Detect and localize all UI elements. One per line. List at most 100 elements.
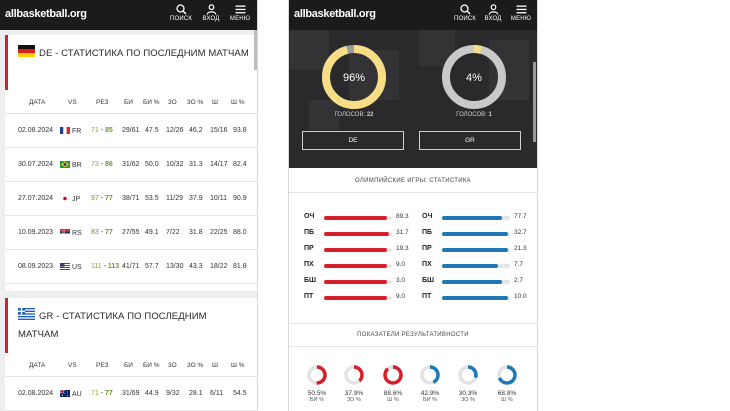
opponent[interactable]: FR xyxy=(60,127,81,135)
stat-label: БШ xyxy=(304,277,317,284)
ft-made: 10/11 xyxy=(210,195,227,202)
voting-panel: 96% 4% ГОЛОСОВ: 22 ГОЛОСОВ: 1 DE GR xyxy=(289,30,537,168)
site-logo[interactable]: allbasketball.org xyxy=(294,8,376,20)
table-row[interactable]: 08.09.2023 US 111 - 113 41/71 57.7 13/30 43.3 1… xyxy=(5,250,257,284)
efficiency-caption: Ш % xyxy=(387,397,399,403)
stat-value: 31.7 xyxy=(396,229,409,236)
menu-label: МЕНЮ xyxy=(229,16,251,22)
de-table-body: 02.08.2024 FR 71 - 85 29/61 47.5 12/26 46.2 15/… xyxy=(5,114,257,284)
table-row[interactable]: 10.09.2023 RS 83 - 77 27/55 49.1 7/22 31.8 22/2… xyxy=(5,216,257,250)
threes-made: 11/29 xyxy=(166,195,183,202)
login-label: ВХОД xyxy=(202,16,220,22)
match-date: 02.08.2024 xyxy=(18,127,54,134)
card-title: GR - СТАТИСТИКА ПО ПОСЛЕДНИМ МАТЧАМ xyxy=(18,308,249,344)
stat-row: ПХ 9.0 xyxy=(304,261,414,271)
opponent[interactable]: BR xyxy=(60,161,82,169)
opponent[interactable]: RS xyxy=(60,229,82,237)
stat-bar-fill xyxy=(442,248,508,252)
stat-value: 2.7 xyxy=(514,277,524,284)
de-stats-card: DE - СТАТИСТИКА ПО ПОСЛЕДНИМ МАТЧАМ ДАТА… xyxy=(5,35,257,291)
efficiency-donut xyxy=(458,365,478,385)
ft-pct: 81.8 xyxy=(233,263,247,270)
stat-row: БШ 3.0 xyxy=(304,277,414,287)
stat-value: 21.3 xyxy=(514,245,527,252)
match-score: 97 - 77 xyxy=(91,195,113,202)
ft-made: 18/22 xyxy=(210,263,228,270)
col-fg-pct: БИ % xyxy=(143,99,160,106)
efficiency-indicator: 88.6% Ш % xyxy=(381,364,405,403)
col-3p-pct: 3О % xyxy=(187,362,204,369)
stat-bar-fill xyxy=(324,280,387,284)
menu-button[interactable]: МЕНЮ xyxy=(508,4,534,22)
search-button[interactable]: ПОИСК xyxy=(168,4,194,22)
stat-bar xyxy=(442,264,510,268)
match-date: 30.07.2024 xyxy=(18,161,54,168)
col-fg: БИ xyxy=(124,362,133,369)
efficiency-pct: 37.9% xyxy=(344,390,364,397)
col-ft-pct: Ш % xyxy=(231,362,245,369)
ft-made: 14/17 xyxy=(210,161,228,168)
stat-bar xyxy=(324,232,392,236)
col-3p-pct: 3О % xyxy=(187,99,204,106)
threes-made: 12/26 xyxy=(166,127,184,134)
efficiency-donut xyxy=(383,365,403,385)
user-icon xyxy=(488,4,498,15)
vote-de-button[interactable]: DE xyxy=(302,131,404,150)
site-logo[interactable]: allbasketball.org xyxy=(5,8,87,20)
fg-pct: 53.5 xyxy=(145,195,159,202)
stat-bar-fill xyxy=(324,216,388,220)
table-row[interactable]: 27.07.2024 JP 97 - 77 38/71 53.5 11/29 37.9 10/… xyxy=(5,182,257,216)
match-date: 10.09.2023 xyxy=(18,229,54,236)
vote-gr-button[interactable]: GR xyxy=(419,131,521,150)
table-header: ДАТА VS РЕЗ БИ БИ % 3О 3О % Ш Ш % xyxy=(5,353,257,377)
fg-pct: 50.0 xyxy=(145,161,159,168)
search-button[interactable]: ПОИСК xyxy=(452,4,478,22)
table-row[interactable]: 02.08.2024 FR 71 - 85 29/61 47.5 12/26 46.2 15/… xyxy=(5,114,257,148)
col-3p: 3О xyxy=(168,362,177,369)
efficiency-pct: 50.5% xyxy=(307,390,327,397)
stat-bar-fill xyxy=(442,280,502,284)
stat-bar xyxy=(442,216,510,220)
match-score: 71 - 77 xyxy=(91,390,113,397)
scrollbar[interactable] xyxy=(254,30,257,70)
fg-made: 27/55 xyxy=(122,229,140,236)
vote-pct-gr: 4% xyxy=(466,72,482,84)
opponent[interactable]: AU xyxy=(60,390,82,398)
table-row[interactable]: 30.07.2024 BR 73 - 86 31/62 50.0 10/32 31.3 14/… xyxy=(5,148,257,182)
votes-count-de: ГОЛОСОВ: 22 xyxy=(334,112,374,118)
efficiency-donut xyxy=(497,365,517,385)
scrollbar[interactable] xyxy=(533,62,536,142)
fg-pct: 49.1 xyxy=(145,229,159,236)
efficiency-indicator: 68.8% Ш % xyxy=(495,364,519,403)
stat-row: ПТ 10.0 xyxy=(422,293,532,303)
divider xyxy=(289,323,537,324)
col-fg-pct: БИ % xyxy=(143,362,160,369)
gr-stats-card: GR - СТАТИСТИКА ПО ПОСЛЕДНИМ МАТЧАМ ДАТА… xyxy=(5,298,257,411)
opponent[interactable]: US xyxy=(60,263,82,271)
search-icon xyxy=(175,4,186,15)
stat-label: ПХ xyxy=(304,261,314,268)
col-date: ДАТА xyxy=(29,362,46,369)
efficiency-indicator: 50.5% БИ % xyxy=(305,364,329,403)
fg-made: 38/71 xyxy=(122,195,140,202)
login-button[interactable]: ВХОД xyxy=(480,4,506,22)
stat-row: ОЧ 77.7 xyxy=(422,213,532,223)
col-ft: Ш xyxy=(212,362,218,369)
table-row[interactable]: 02.08.2024 AU 71 - 77 31/69 44.9 9/32 28.1 6/11… xyxy=(5,377,257,411)
user-icon xyxy=(206,4,216,15)
germany-flag-icon xyxy=(18,45,35,57)
login-button[interactable]: ВХОД xyxy=(198,4,224,22)
opponent[interactable]: JP xyxy=(60,195,80,203)
japan-flag-icon xyxy=(60,195,70,202)
col-result: РЕЗ xyxy=(96,362,109,369)
top-bar: allbasketball.org ПОИСК ВХОД МЕНЮ xyxy=(0,0,257,30)
stat-row: ПР 19.3 xyxy=(304,245,414,255)
top-bar: allbasketball.org ПОИСК ВХОД МЕНЮ xyxy=(289,0,537,30)
stat-value: 89.3 xyxy=(396,213,409,220)
stat-label: ПР xyxy=(422,245,432,252)
menu-button[interactable]: МЕНЮ xyxy=(227,4,253,22)
stat-value: 10.0 xyxy=(514,293,527,300)
match-score: 111 - 113 xyxy=(91,263,120,270)
stat-bar xyxy=(442,232,510,236)
search-label: ПОИСК xyxy=(453,16,477,22)
